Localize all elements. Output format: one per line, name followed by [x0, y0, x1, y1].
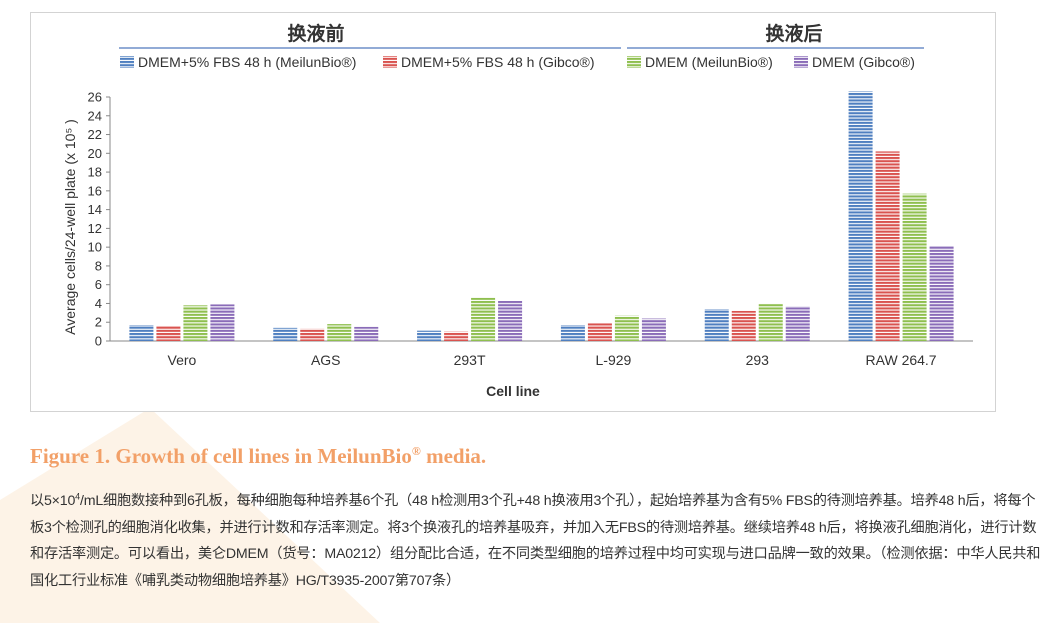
caption-body: /mL细胞数接种到6孔板，每种细胞每种培养基6个孔（48 h检测用3个孔+48 … — [30, 493, 1041, 589]
y-tick-label: 10 — [88, 240, 102, 255]
figure-caption: 以5×104/mL细胞数接种到6孔板，每种细胞每种培养基6个孔（48 h检测用3… — [30, 488, 1045, 594]
bar — [785, 306, 810, 341]
y-tick-label: 18 — [88, 165, 102, 180]
y-tick-label: 0 — [95, 334, 102, 349]
bar — [902, 193, 927, 341]
group-header-before: 换液前 — [287, 22, 344, 45]
bars — [129, 91, 954, 341]
bar — [156, 325, 181, 341]
y-tick-label: 12 — [88, 221, 102, 236]
caption-start: 以5×10 — [30, 493, 76, 509]
y-tick-label: 8 — [95, 258, 102, 273]
y-tick-label: 26 — [88, 90, 102, 105]
bar — [704, 309, 729, 341]
legend-label-3: DMEM (Gibco®) — [812, 54, 915, 70]
y-tick-label: 22 — [88, 127, 102, 142]
x-tick-label: 293 — [746, 352, 770, 368]
bar — [587, 323, 612, 341]
group-header-after: 换液后 — [765, 22, 822, 45]
bar-chart: 换液前 换液后 DMEM+5% FBS 48 h (MeilunBio®) DM… — [62, 22, 973, 399]
bar — [560, 325, 585, 341]
caption-exponent: 4 — [75, 491, 80, 502]
y-tick-label: 16 — [88, 183, 102, 198]
y-axis-title: Average cells/24-well plate (x 10⁵ ) — [62, 119, 78, 335]
bar — [417, 330, 442, 341]
bar — [731, 310, 756, 341]
bar — [129, 325, 154, 341]
legend-swatch-1 — [383, 56, 397, 68]
legend-swatch-3 — [794, 56, 808, 68]
bar — [929, 246, 954, 341]
legend-label-0: DMEM+5% FBS 48 h (MeilunBio®) — [138, 54, 356, 70]
y-tick-label: 24 — [88, 108, 102, 123]
bar — [183, 305, 208, 341]
chart-panel: 换液前 换液后 DMEM+5% FBS 48 h (MeilunBio®) DM… — [30, 12, 996, 412]
y-tick-label: 14 — [88, 202, 102, 217]
legend-swatch-0 — [120, 56, 134, 68]
x-tick-label: RAW 264.7 — [866, 352, 937, 368]
bar — [210, 304, 235, 341]
bar — [875, 151, 900, 341]
x-tick-label: Vero — [168, 352, 197, 368]
bar — [327, 324, 352, 341]
figure-title: Figure 1. Growth of cell lines in Meilun… — [30, 444, 486, 469]
x-tick-label: L-929 — [596, 352, 632, 368]
y-tick-label: 20 — [88, 146, 102, 161]
bar — [641, 318, 666, 341]
y-tick-label: 4 — [95, 296, 102, 311]
x-tick-label: 293T — [454, 352, 486, 368]
bar — [354, 326, 379, 341]
bar — [471, 297, 496, 341]
bar — [498, 300, 523, 341]
bar — [848, 91, 873, 341]
y-tick-label: 6 — [95, 277, 102, 292]
legend-label-1: DMEM+5% FBS 48 h (Gibco®) — [401, 54, 595, 70]
bar — [300, 328, 325, 341]
figure-title-end: media. — [420, 444, 487, 468]
bar — [758, 303, 783, 341]
bar — [444, 331, 469, 341]
legend: DMEM+5% FBS 48 h (MeilunBio®) DMEM+5% FB… — [120, 54, 915, 70]
x-axis-title: Cell line — [486, 383, 540, 399]
bar — [273, 327, 298, 341]
figure-title-registered: ® — [411, 444, 421, 458]
figure-title-main: Figure 1. Growth of cell lines in Meilun… — [30, 444, 412, 468]
legend-label-2: DMEM (MeilunBio®) — [645, 54, 773, 70]
legend-swatch-2 — [627, 56, 641, 68]
y-tick-label: 2 — [95, 315, 102, 330]
bar — [614, 315, 639, 341]
x-tick-label: AGS — [311, 352, 341, 368]
